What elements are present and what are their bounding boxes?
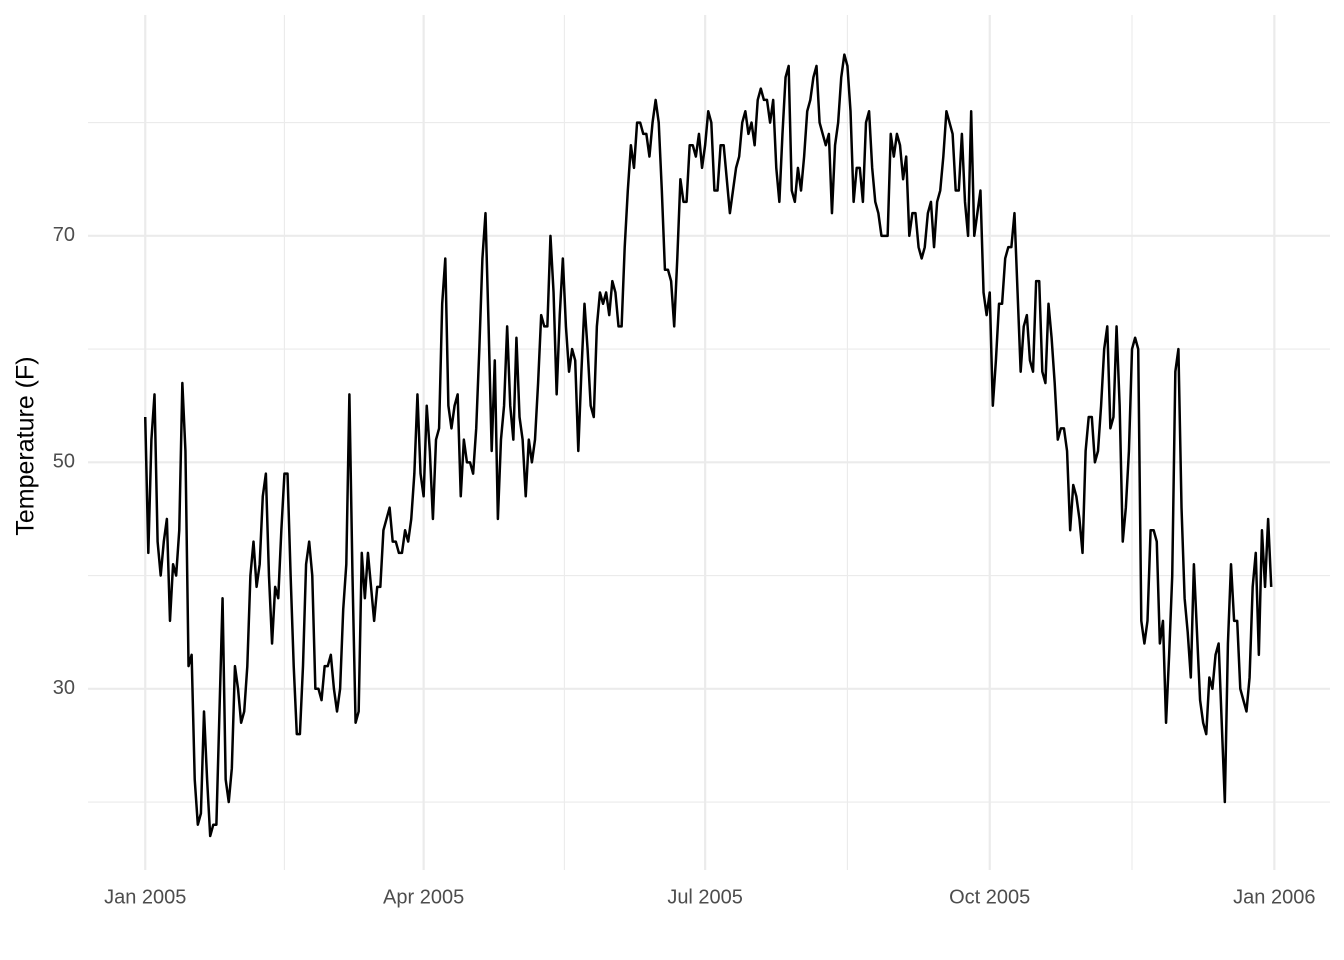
x-tick-label: Jan 2006 — [1233, 886, 1315, 908]
y-tick-label: 50 — [53, 451, 75, 473]
y-tick-label: 30 — [53, 677, 75, 699]
x-tick-label: Jul 2005 — [667, 886, 743, 908]
line — [143, 53, 1273, 838]
y-axis-label: Temperature (F) — [12, 356, 40, 535]
y-tick-label: 70 — [53, 224, 75, 246]
x-tick-label: Oct 2005 — [949, 886, 1030, 908]
x-tick-label: Jan 2005 — [104, 886, 186, 908]
x-tick-label: Apr 2005 — [383, 886, 464, 908]
